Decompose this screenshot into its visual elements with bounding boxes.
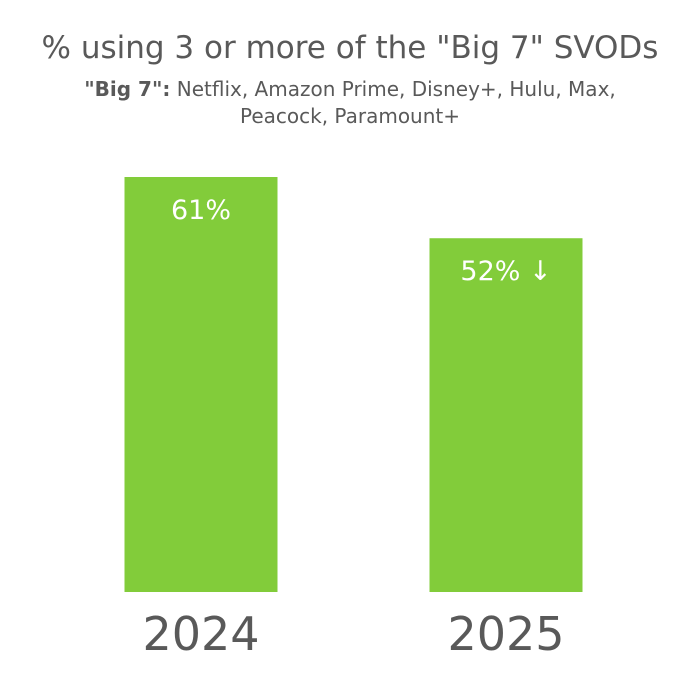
category-label-2024: 2024 xyxy=(142,607,259,661)
bar-2024 xyxy=(124,177,278,592)
subtitle-bold: "Big 7": xyxy=(84,77,171,101)
bar-2025 xyxy=(429,238,583,593)
category-label-2025: 2025 xyxy=(447,607,564,661)
subtitle-text: Netflix, Amazon Prime, Disney+, Hulu, Ma… xyxy=(170,77,616,128)
data-label-2024: 61% xyxy=(171,195,231,226)
data-label-2025: 52% ↓ xyxy=(460,256,551,287)
chart-subtitle: "Big 7": Netflix, Amazon Prime, Disney+,… xyxy=(40,76,660,130)
chart-title: % using 3 or more of the "Big 7" SVODs xyxy=(41,30,659,66)
